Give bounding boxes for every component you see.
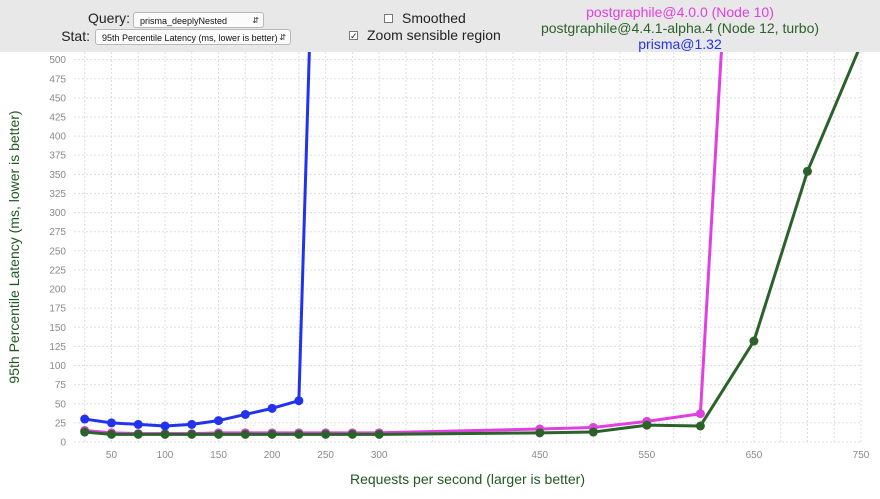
series-point-2: [133, 419, 143, 429]
x-tick-label: 450: [531, 450, 548, 461]
smoothed-checkbox[interactable]: [384, 13, 393, 23]
series-point-1: [749, 336, 759, 346]
series-point-2: [294, 396, 304, 406]
y-tick-label: 450: [49, 93, 66, 104]
zoom-label: Zoom sensible region: [367, 27, 501, 43]
series-point-1: [187, 429, 197, 439]
x-tick-label: 50: [106, 450, 118, 461]
query-select-value: prisma_deeplyNested: [140, 16, 228, 26]
x-tick-label: 250: [317, 450, 334, 461]
series-point-1: [80, 427, 90, 437]
y-tick-label: 275: [49, 227, 66, 238]
stat-label: Stat:: [61, 28, 90, 44]
y-tick-label: 75: [55, 380, 67, 391]
series-point-1: [588, 427, 598, 437]
legend-item-prisma[interactable]: prisma@1.32: [638, 36, 722, 52]
select-arrows-icon: ⇵: [279, 33, 286, 42]
y-tick-label: 225: [49, 265, 66, 276]
zoom-checkbox[interactable]: ✓: [349, 30, 358, 41]
y-axis-title: 95th Percentile Latency (ms, lower is be…: [6, 110, 22, 383]
y-tick-label: 150: [49, 323, 66, 334]
x-tick-label: 150: [210, 450, 227, 461]
series-point-1: [214, 429, 224, 439]
series-point-1: [240, 429, 250, 439]
query-select[interactable]: prisma_deeplyNested ⇵: [133, 12, 264, 28]
stat-select[interactable]: 95th Percentile Latency (ms, lower is be…: [95, 29, 291, 45]
x-tick-label: 750: [853, 450, 870, 461]
x-tick-label: 100: [157, 450, 174, 461]
series-line-1: [84, 52, 860, 436]
series-point-1: [294, 429, 304, 439]
series-point-2: [80, 414, 90, 424]
y-tick-label: 200: [49, 285, 66, 296]
series-point-1: [347, 429, 357, 439]
x-axis-title: Requests per second (larger is better): [350, 471, 585, 487]
legend-item-postgraphile-4-4-1[interactable]: postgraphile@4.4.1-alpha.4 (Node 12, tur…: [540, 20, 820, 36]
series-point-2: [214, 416, 224, 426]
series-point-1: [642, 420, 652, 430]
series-point-1: [535, 428, 545, 438]
y-tick-label: 300: [49, 208, 66, 219]
y-tick-label: 350: [49, 170, 66, 181]
series-point-2: [160, 421, 170, 431]
zoom-toggle[interactable]: ✓ Zoom sensible region: [349, 27, 501, 43]
series-point-2: [106, 418, 116, 428]
series-point-1: [106, 429, 116, 439]
x-tick-label: 650: [746, 450, 763, 461]
y-tick-label: 250: [49, 246, 66, 257]
legend-item-postgraphile-4-0-0[interactable]: postgraphile@4.0.0 (Node 10): [586, 4, 774, 20]
series-point-1: [321, 429, 331, 439]
x-tick-label: 550: [639, 450, 656, 461]
y-tick-label: 375: [49, 151, 66, 162]
y-tick-label: 100: [49, 361, 66, 372]
select-arrows-icon: ⇵: [252, 16, 259, 25]
stat-select-value: 95th Percentile Latency (ms, lower is be…: [102, 33, 278, 43]
series-point-2: [187, 419, 197, 429]
series-point-1: [267, 429, 277, 439]
y-tick-label: 175: [49, 304, 66, 315]
series-line-0: [84, 52, 723, 436]
series-point-1: [133, 429, 143, 439]
x-tick-label: 200: [264, 450, 281, 461]
y-tick-label: 125: [49, 342, 66, 353]
series-point-1: [802, 166, 812, 176]
y-tick-label: 325: [49, 189, 66, 200]
y-tick-label: 50: [55, 399, 67, 410]
series-point-2: [267, 403, 277, 413]
smoothed-toggle[interactable]: Smoothed: [384, 10, 466, 26]
series-line-2: [84, 52, 311, 428]
y-tick-label: 425: [49, 113, 66, 124]
series-point-2: [240, 409, 250, 419]
y-tick-label: 500: [49, 55, 66, 66]
series-point-1: [695, 421, 705, 431]
series-point-1: [160, 429, 170, 439]
query-label: Query:: [87, 10, 130, 26]
y-tick-label: 0: [60, 438, 66, 449]
smoothed-label: Smoothed: [402, 10, 466, 26]
series-point-0: [695, 409, 705, 419]
x-tick-label: 300: [371, 450, 388, 461]
y-tick-label: 475: [49, 74, 66, 85]
y-tick-label: 400: [49, 132, 66, 143]
y-tick-label: 25: [55, 418, 67, 429]
series-point-1: [374, 429, 384, 439]
